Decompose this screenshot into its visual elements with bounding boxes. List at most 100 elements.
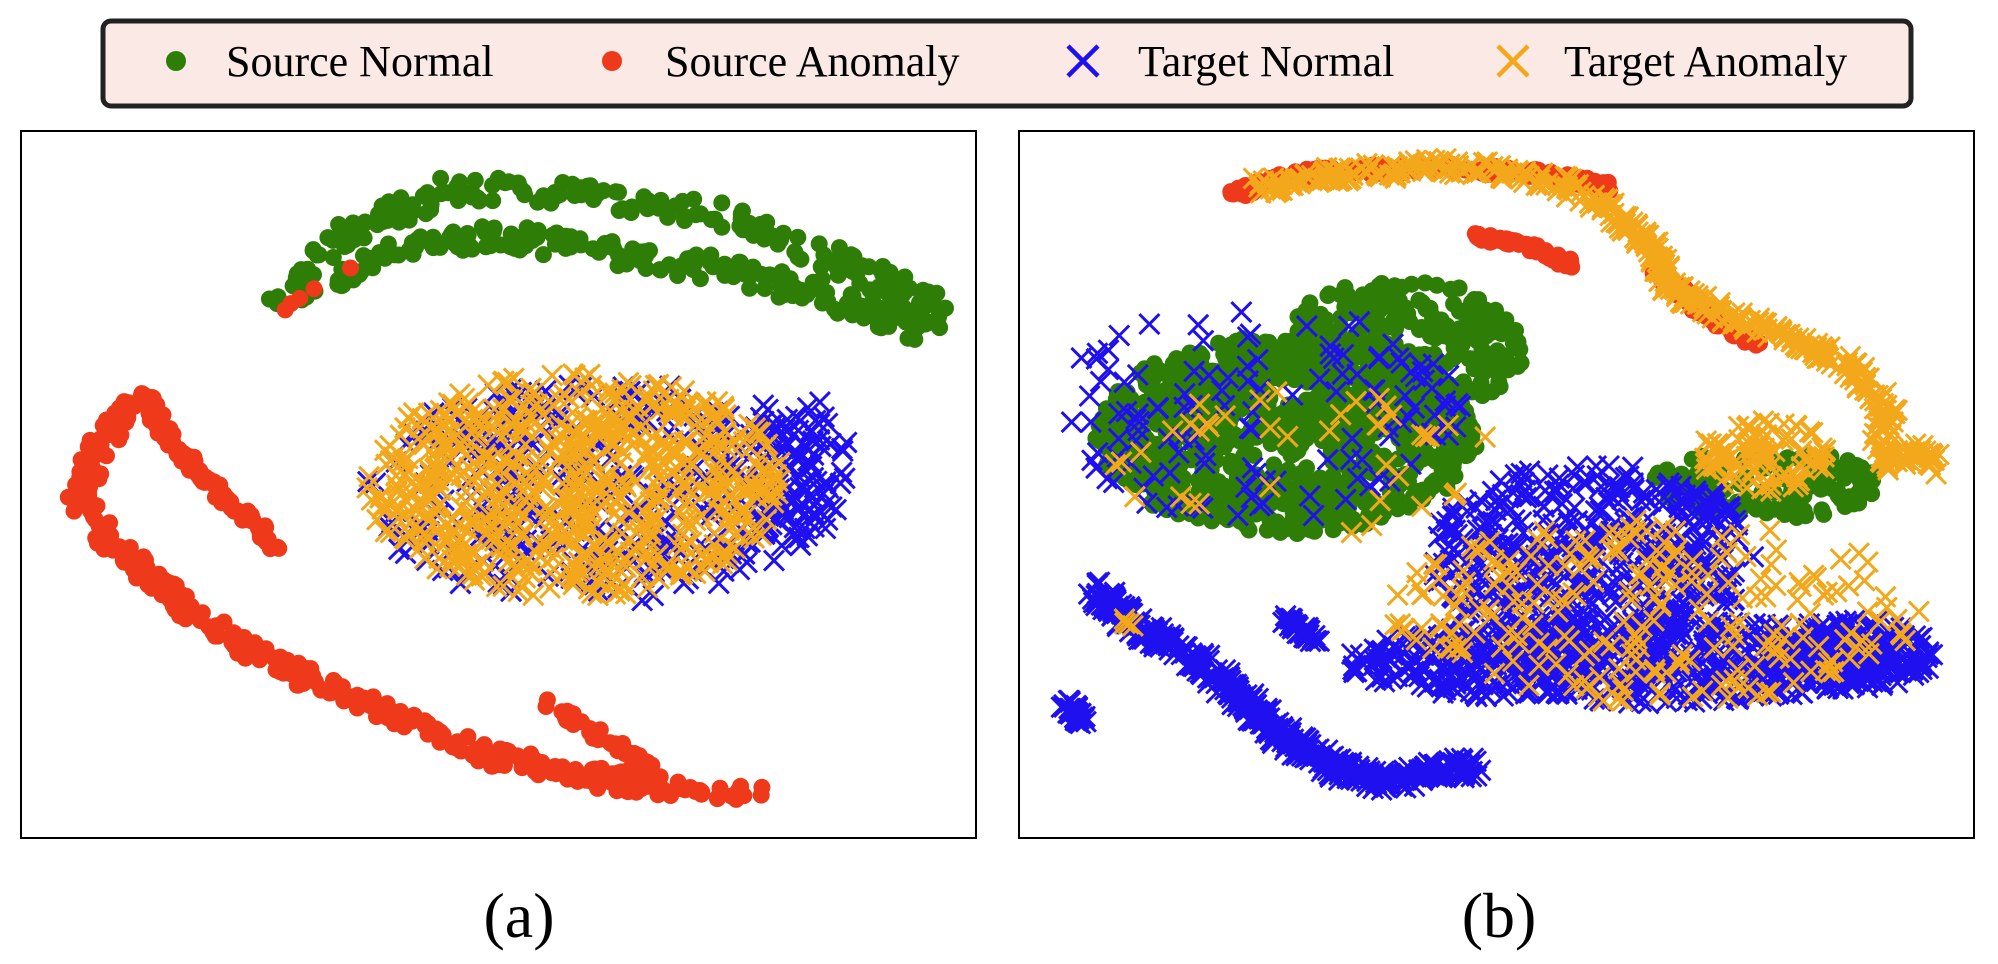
point-source-normal bbox=[1815, 477, 1833, 495]
point-source-normal bbox=[390, 246, 408, 264]
point-source-normal bbox=[1277, 337, 1294, 355]
point-source-normal bbox=[424, 239, 442, 257]
point-source-anomaly bbox=[592, 770, 610, 788]
point-source-normal bbox=[379, 235, 397, 253]
point-source-normal bbox=[1265, 456, 1283, 474]
point-source-normal bbox=[1221, 491, 1239, 509]
point-source-anomaly bbox=[344, 688, 362, 706]
point-source-normal bbox=[1414, 481, 1432, 499]
point-target-anomaly bbox=[641, 426, 664, 449]
point-target-anomaly bbox=[713, 397, 736, 420]
point-target-anomaly bbox=[431, 424, 454, 447]
point-source-normal bbox=[736, 265, 754, 283]
point-source-normal bbox=[789, 228, 807, 246]
point-source-normal bbox=[929, 312, 946, 330]
point-source-normal bbox=[1403, 275, 1421, 293]
point-target-anomaly bbox=[394, 528, 418, 551]
point-source-normal bbox=[1350, 407, 1368, 425]
point-target-anomaly bbox=[541, 538, 564, 562]
point-source-anomaly bbox=[251, 651, 269, 669]
point-target-anomaly bbox=[666, 534, 689, 557]
point-source-normal bbox=[1836, 469, 1853, 487]
point-source-normal bbox=[1289, 488, 1307, 506]
point-source-normal bbox=[685, 190, 703, 208]
point-target-normal bbox=[787, 496, 810, 519]
point-target-anomaly bbox=[638, 529, 661, 552]
point-source-anomaly bbox=[723, 787, 740, 805]
point-source-normal bbox=[876, 298, 894, 316]
legend-item-source-anomaly: Source Anomaly bbox=[602, 37, 960, 86]
point-source-normal bbox=[860, 258, 878, 276]
point-source-normal bbox=[1744, 495, 1762, 513]
point-source-normal bbox=[1386, 291, 1404, 309]
point-source-anomaly bbox=[150, 565, 168, 583]
point-target-anomaly bbox=[491, 398, 514, 421]
point-target-anomaly bbox=[522, 584, 545, 607]
point-source-normal bbox=[829, 266, 847, 284]
point-source-normal bbox=[339, 236, 357, 254]
point-target-anomaly bbox=[553, 487, 576, 510]
point-target-normal bbox=[835, 431, 858, 454]
point-source-anomaly bbox=[69, 498, 86, 516]
point-target-anomaly bbox=[564, 570, 588, 593]
point-source-normal bbox=[319, 229, 337, 247]
point-source-anomaly bbox=[403, 712, 421, 730]
point-source-anomaly bbox=[305, 280, 323, 298]
point-source-normal bbox=[479, 236, 497, 254]
point-source-anomaly bbox=[1503, 233, 1521, 250]
point-source-anomaly bbox=[260, 533, 277, 551]
point-source-normal bbox=[646, 198, 664, 215]
legend-marker-target-anomaly bbox=[1496, 44, 1530, 78]
point-source-normal bbox=[906, 330, 924, 348]
point-target-anomaly bbox=[461, 510, 484, 534]
point-source-normal bbox=[1319, 287, 1337, 304]
point-source-normal bbox=[1839, 452, 1857, 470]
cluster-source-anomaly-3 bbox=[132, 387, 288, 558]
point-target-anomaly bbox=[709, 470, 733, 493]
point-source-normal bbox=[1453, 302, 1471, 320]
point-source-normal bbox=[675, 207, 693, 225]
point-source-normal bbox=[1301, 294, 1319, 312]
point-source-normal bbox=[417, 205, 435, 223]
point-source-normal bbox=[1413, 319, 1430, 336]
point-source-normal bbox=[609, 257, 627, 275]
point-target-normal bbox=[787, 526, 811, 549]
point-target-anomaly bbox=[570, 482, 593, 505]
point-target-anomaly bbox=[548, 448, 571, 471]
point-source-normal bbox=[713, 194, 731, 212]
point-source-normal bbox=[896, 268, 914, 286]
point-source-normal bbox=[610, 183, 627, 201]
point-source-normal bbox=[826, 300, 843, 318]
point-source-anomaly bbox=[186, 452, 204, 470]
panel-a-caption: (a) bbox=[483, 880, 554, 951]
legend-label-source-normal: Source Normal bbox=[226, 37, 494, 86]
point-target-anomaly bbox=[697, 431, 720, 454]
point-target-anomaly bbox=[514, 447, 537, 470]
point-source-normal bbox=[1193, 347, 1211, 365]
point-source-normal bbox=[844, 247, 862, 265]
point-source-anomaly bbox=[110, 431, 128, 449]
point-target-anomaly bbox=[534, 474, 557, 497]
point-target-anomaly bbox=[658, 555, 681, 578]
point-source-normal bbox=[1766, 500, 1784, 518]
point-target-anomaly bbox=[588, 475, 611, 498]
point-target-anomaly bbox=[379, 449, 402, 472]
legend-label-target-anomaly: Target Anomaly bbox=[1564, 37, 1847, 86]
point-source-anomaly bbox=[276, 301, 294, 319]
point-source-anomaly bbox=[368, 708, 385, 726]
point-source-anomaly bbox=[452, 742, 470, 760]
point-target-anomaly bbox=[387, 477, 410, 500]
point-source-anomaly bbox=[94, 417, 112, 434]
point-source-anomaly bbox=[655, 781, 672, 799]
point-source-normal bbox=[899, 306, 917, 324]
point-target-anomaly bbox=[596, 472, 619, 495]
point-source-normal bbox=[1386, 277, 1404, 295]
point-target-anomaly bbox=[397, 407, 421, 430]
point-source-anomaly bbox=[79, 438, 97, 456]
point-source-normal bbox=[411, 232, 429, 250]
point-source-anomaly bbox=[459, 728, 477, 746]
point-source-normal bbox=[1312, 511, 1330, 529]
point-source-normal bbox=[1311, 469, 1329, 487]
point-source-normal bbox=[1268, 513, 1286, 531]
point-source-normal bbox=[1291, 427, 1309, 445]
